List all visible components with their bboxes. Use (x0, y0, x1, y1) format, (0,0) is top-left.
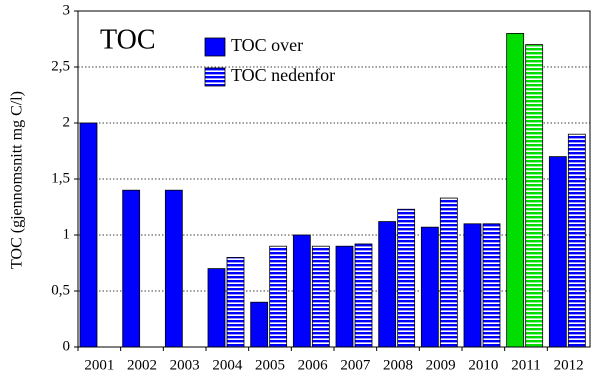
x-tick-label: 2001 (84, 357, 114, 373)
bar (397, 208, 416, 348)
legend-swatch (204, 67, 226, 87)
x-tick-label: 2003 (170, 357, 200, 373)
bar (463, 223, 482, 348)
x-tick-label: 2011 (511, 357, 540, 373)
y-tick-label: 1,5 (51, 170, 70, 186)
y-tick-label: 1 (63, 226, 71, 242)
x-tick-label: 2007 (340, 357, 371, 373)
x-tick-label: 2009 (426, 357, 456, 373)
y-tick-label: 2,5 (51, 58, 70, 74)
legend-label: TOC nedenfor (231, 65, 335, 85)
bar (378, 221, 397, 348)
bar (207, 268, 226, 348)
bar (482, 223, 501, 348)
legend-swatch (204, 37, 226, 57)
bar (548, 156, 567, 348)
x-tick-label: 2010 (468, 357, 498, 373)
plot-frame (77, 10, 591, 348)
bar (335, 245, 354, 348)
x-tick-label: 2004 (212, 357, 243, 373)
bar (354, 243, 373, 348)
bar (525, 44, 544, 348)
bar (420, 226, 439, 348)
x-tick-label: 2005 (255, 357, 285, 373)
y-axis-label: TOC (gjennomsnitt mg C/l) (9, 91, 26, 269)
y-tick-label: 0 (63, 338, 71, 354)
bar (164, 189, 183, 348)
y-tick-label: 3 (63, 2, 71, 18)
bar (439, 197, 458, 348)
bar (311, 245, 330, 348)
legend-label: TOC over (231, 35, 303, 55)
x-tick-label: 2012 (554, 357, 584, 373)
bar (226, 256, 245, 348)
bar (250, 301, 269, 348)
y-tick-label: 2 (63, 114, 71, 130)
bar (269, 245, 288, 348)
bar (506, 33, 525, 348)
bar (292, 234, 311, 348)
bar (122, 189, 141, 348)
chart-title: TOC (100, 24, 156, 55)
y-tick-label: 0,5 (51, 282, 70, 298)
x-tick-label: 2002 (127, 357, 157, 373)
bar (79, 122, 98, 348)
x-tick-label: 2006 (298, 357, 329, 373)
bar (567, 133, 586, 348)
x-tick-label: 2008 (383, 357, 413, 373)
